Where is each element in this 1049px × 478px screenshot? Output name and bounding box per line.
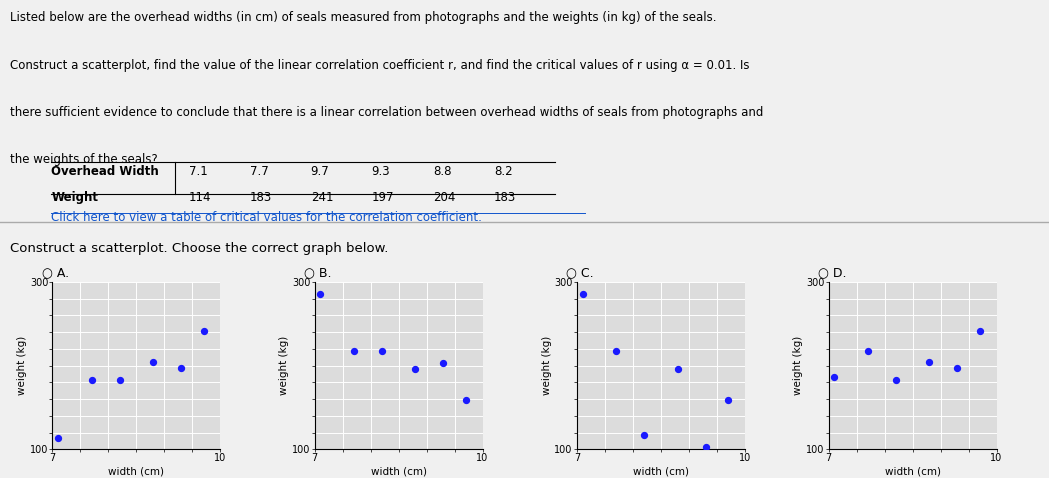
Text: 8.8: 8.8 <box>433 165 451 178</box>
Text: Weight: Weight <box>51 191 99 204</box>
Text: 8.2: 8.2 <box>494 165 513 178</box>
Point <box>921 358 938 366</box>
Point <box>345 348 362 355</box>
Point <box>407 365 424 373</box>
Point <box>607 348 624 355</box>
Text: Construct a scatterplot. Choose the correct graph below.: Construct a scatterplot. Choose the corr… <box>10 242 389 255</box>
Point <box>971 327 988 335</box>
Text: 114: 114 <box>189 191 211 204</box>
Text: 7.1: 7.1 <box>189 165 208 178</box>
X-axis label: width (cm): width (cm) <box>370 466 427 476</box>
Text: Construct a scatterplot, find the value of the linear correlation coefficient r,: Construct a scatterplot, find the value … <box>10 59 750 72</box>
Point <box>949 364 966 372</box>
X-axis label: width (cm): width (cm) <box>108 466 165 476</box>
Text: Overhead Width: Overhead Width <box>51 165 159 178</box>
Point <box>859 348 876 355</box>
Point <box>669 365 686 373</box>
Point <box>698 443 714 451</box>
Y-axis label: weight (kg): weight (kg) <box>793 336 804 395</box>
Point <box>373 348 390 355</box>
Point <box>195 327 212 335</box>
Text: ○ C.: ○ C. <box>566 266 594 279</box>
Point <box>111 376 128 384</box>
Text: 204: 204 <box>433 191 455 204</box>
Point <box>312 290 328 297</box>
Text: 183: 183 <box>494 191 516 204</box>
Point <box>83 376 100 384</box>
Text: 197: 197 <box>371 191 394 204</box>
Text: 7.7: 7.7 <box>250 165 269 178</box>
Text: 183: 183 <box>250 191 272 204</box>
Point <box>457 396 474 404</box>
Point <box>145 358 162 366</box>
Y-axis label: weight (kg): weight (kg) <box>541 336 552 395</box>
Point <box>636 431 652 439</box>
Point <box>826 374 842 381</box>
Y-axis label: weight (kg): weight (kg) <box>279 336 290 395</box>
Text: the weights of the seals?: the weights of the seals? <box>10 153 158 166</box>
Point <box>49 434 66 442</box>
X-axis label: width (cm): width (cm) <box>633 466 689 476</box>
Text: there sufficient evidence to conclude that there is a linear correlation between: there sufficient evidence to conclude th… <box>10 106 764 119</box>
Point <box>720 396 736 404</box>
Text: ○ D.: ○ D. <box>818 266 847 279</box>
Point <box>435 359 452 367</box>
Text: ○ A.: ○ A. <box>42 266 69 279</box>
Point <box>173 364 190 372</box>
Text: 241: 241 <box>311 191 334 204</box>
Y-axis label: weight (kg): weight (kg) <box>17 336 27 395</box>
Text: 9.7: 9.7 <box>311 165 329 178</box>
Text: ○ B.: ○ B. <box>304 266 331 279</box>
Point <box>887 376 904 384</box>
Point <box>574 290 591 297</box>
Text: Listed below are the overhead widths (in cm) of seals measured from photographs : Listed below are the overhead widths (in… <box>10 11 716 24</box>
X-axis label: width (cm): width (cm) <box>884 466 941 476</box>
Text: 9.3: 9.3 <box>371 165 390 178</box>
Text: Click here to view a table of critical values for the correlation coefficient.: Click here to view a table of critical v… <box>51 211 483 224</box>
